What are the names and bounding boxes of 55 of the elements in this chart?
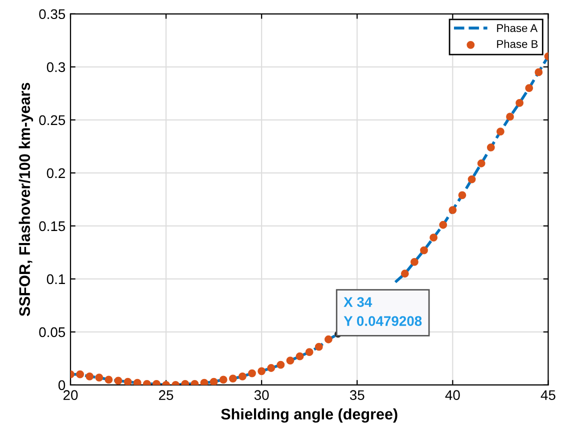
point: [95, 374, 104, 382]
point: [238, 372, 246, 380]
point: [496, 128, 504, 136]
legend-label: Phase A: [497, 24, 538, 32]
point: [525, 84, 534, 92]
legend-label: Phase B: [497, 40, 538, 48]
point: [86, 372, 94, 380]
point: [296, 352, 304, 360]
annotation: X 34 Y 0.0479208: [344, 297, 422, 326]
point: [400, 270, 409, 278]
y-tick-label: 0: [58, 380, 66, 390]
y-tick-label: 0.2: [46, 168, 65, 178]
x-axis-title: Shielding angle (degree): [221, 408, 398, 423]
point: [286, 356, 294, 365]
point: [228, 374, 237, 383]
point: [477, 159, 486, 168]
x-tick-label: 45: [540, 390, 556, 400]
point: [430, 234, 438, 242]
point: [267, 364, 276, 372]
point: [324, 335, 332, 344]
point: [486, 144, 495, 152]
point: [516, 98, 524, 107]
point: [305, 348, 314, 356]
point: [420, 246, 428, 254]
point: [258, 367, 266, 376]
point: [124, 378, 132, 385]
point: [133, 378, 142, 385]
x-tick-label: 35: [350, 390, 364, 400]
point: [210, 378, 218, 385]
point: [76, 370, 84, 378]
y-axis-title: SSFOR, Flashover/100 km-years: [18, 82, 34, 316]
x-tick-label: 40: [445, 390, 460, 400]
y-tick-label: 0.15: [39, 221, 66, 232]
point: [276, 360, 285, 369]
point: [114, 376, 122, 385]
point: [448, 206, 457, 214]
point: [439, 220, 448, 229]
y-tick-label: 0.35: [39, 9, 66, 20]
point: [314, 342, 323, 351]
x-tick-label: 20: [63, 390, 78, 400]
point: [248, 369, 256, 378]
point: [506, 112, 514, 121]
x-tick-label: 30: [254, 390, 269, 400]
y-tick-label: 0.25: [39, 115, 66, 126]
point: [534, 68, 543, 76]
y-tick-label: 0.05: [39, 327, 66, 338]
point: [104, 376, 113, 384]
point: [458, 191, 466, 200]
point: [219, 376, 228, 384]
point: [468, 175, 476, 184]
point: [410, 258, 418, 266]
x-tick-label: 25: [159, 390, 174, 400]
y-tick-label: 0.3: [46, 62, 66, 72]
point: [200, 378, 208, 385]
y-tick-label: 0.1: [46, 274, 65, 284]
